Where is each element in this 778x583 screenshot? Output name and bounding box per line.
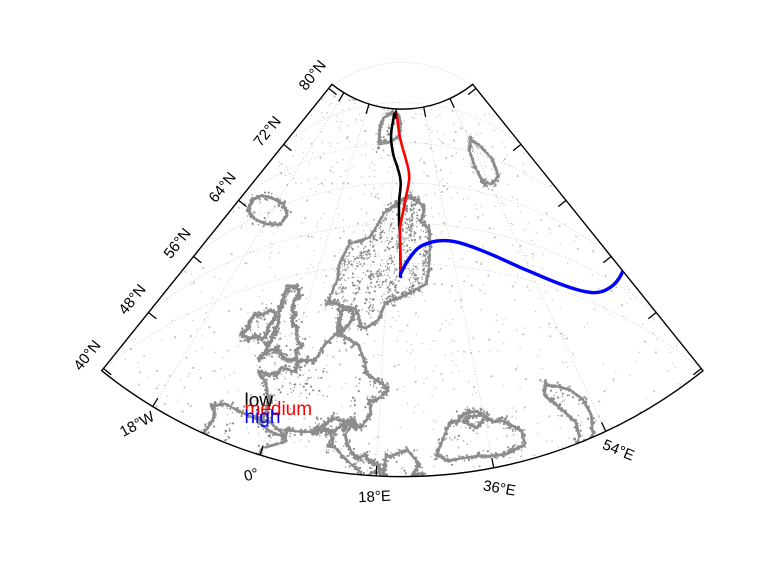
svg-text:36°E: 36°E [482, 477, 517, 499]
svg-text:54°E: 54°E [600, 436, 637, 464]
svg-text:72°N: 72°N [251, 113, 285, 150]
svg-text:80°N: 80°N [296, 57, 330, 94]
svg-text:18°E: 18°E [358, 488, 391, 507]
svg-text:48°N: 48°N [115, 281, 149, 318]
svg-text:high: high [245, 407, 281, 428]
svg-text:0°: 0° [242, 465, 260, 485]
svg-text:56°N: 56°N [160, 225, 194, 262]
svg-text:18°W: 18°W [117, 408, 158, 441]
svg-text:40°N: 40°N [70, 337, 104, 374]
svg-text:64°N: 64°N [205, 169, 239, 206]
